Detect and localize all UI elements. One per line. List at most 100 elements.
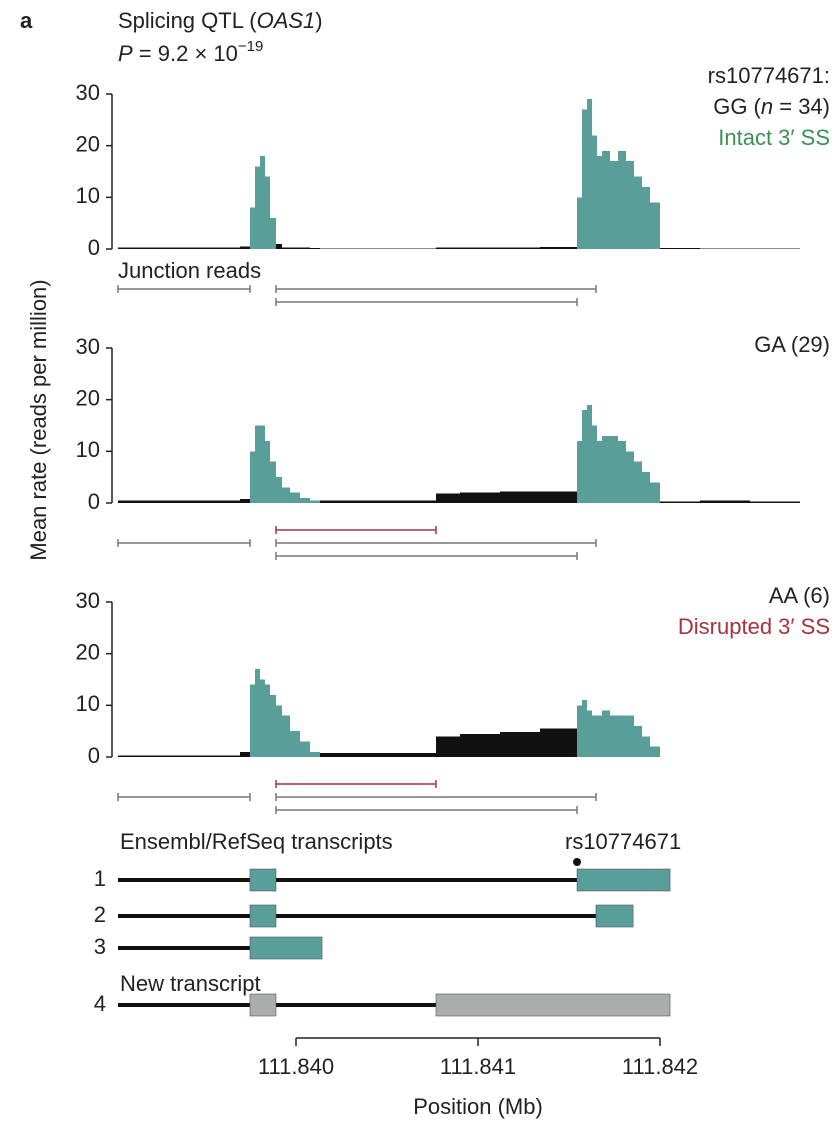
bar — [281, 487, 291, 503]
bar — [581, 700, 588, 757]
bar — [435, 247, 461, 249]
bar — [617, 441, 626, 503]
transcript-label: 1 — [94, 866, 106, 891]
bar — [660, 247, 701, 249]
bar — [290, 492, 301, 503]
bar — [118, 247, 240, 249]
bar — [700, 248, 751, 249]
exon — [249, 993, 277, 1017]
bar — [259, 679, 266, 757]
bar — [460, 733, 501, 757]
bar — [609, 715, 618, 757]
bar — [500, 247, 541, 249]
exon — [249, 904, 277, 928]
bar — [577, 441, 582, 503]
y-tick-label: 10 — [76, 183, 100, 208]
bar — [650, 746, 661, 757]
bar — [118, 755, 240, 757]
bar — [642, 187, 651, 249]
bar — [281, 715, 291, 757]
legend-label: Intact 3′ SS — [718, 125, 830, 150]
bar — [435, 493, 461, 503]
exon — [249, 868, 277, 892]
bar — [265, 684, 270, 757]
bar — [587, 404, 592, 503]
p-text: = 9.2 × 10 — [133, 41, 238, 66]
bar — [591, 425, 598, 503]
legend-text: = 34) — [773, 94, 830, 119]
title-gene: OAS1 — [257, 8, 316, 33]
bar — [601, 435, 610, 503]
bar — [597, 441, 602, 503]
bar — [310, 751, 321, 757]
bar — [259, 425, 266, 503]
bar — [634, 726, 643, 757]
legend-text: n — [761, 94, 773, 119]
legend-label: GG (n = 34) — [713, 94, 830, 119]
p-symbol: P — [118, 41, 133, 66]
y-tick-label: 10 — [76, 691, 100, 716]
bar — [581, 410, 588, 503]
bar — [259, 156, 266, 249]
bar — [634, 176, 643, 249]
bar — [581, 109, 588, 249]
bar — [634, 461, 643, 503]
bar — [320, 248, 436, 249]
bar — [310, 500, 321, 503]
legend-text: GG ( — [713, 94, 761, 119]
bar — [642, 472, 651, 503]
p-value: P = 9.2 × 10−19 — [118, 38, 263, 66]
legend-text: Disrupted 3′ SS — [678, 614, 830, 639]
bar — [650, 202, 661, 249]
bar — [540, 246, 578, 249]
panel-label: a — [20, 8, 33, 33]
bar — [500, 491, 541, 503]
bar — [500, 732, 541, 757]
bar — [290, 731, 301, 757]
exon — [435, 993, 671, 1017]
x-tick-label: 111.841 — [440, 1054, 516, 1079]
bar — [255, 166, 260, 249]
exon — [249, 936, 323, 960]
bar — [300, 497, 311, 503]
bar — [300, 741, 311, 757]
bar — [625, 715, 635, 757]
bar — [597, 715, 602, 757]
y-tick-label: 20 — [76, 385, 100, 410]
bar — [265, 176, 270, 249]
bar — [601, 150, 610, 249]
bar — [587, 99, 592, 250]
y-tick-label: 30 — [76, 80, 100, 105]
legend-text: rs10774671: — [708, 63, 830, 88]
snp-label: rs10774671 — [565, 829, 681, 854]
y-tick-label: 20 — [76, 131, 100, 156]
bar — [577, 705, 582, 757]
bar — [118, 500, 240, 503]
legend-text: GA (29) — [754, 332, 830, 357]
legend-text: AA (6) — [769, 583, 830, 608]
bar — [642, 736, 651, 757]
bar — [255, 425, 260, 503]
y-tick-label: 0 — [88, 489, 100, 514]
x-tick-label: 111.840 — [258, 1054, 334, 1079]
y-tick-label: 20 — [76, 639, 100, 664]
bar — [587, 710, 592, 757]
bar — [625, 451, 635, 503]
bar — [249, 451, 256, 503]
bar — [750, 248, 800, 249]
new-transcript-label: New transcript — [120, 971, 261, 996]
bar — [609, 161, 618, 249]
legend-label: AA (6) — [769, 583, 830, 608]
bar — [460, 247, 501, 249]
exon — [576, 868, 671, 892]
legend-text: Intact 3′ SS — [718, 125, 830, 150]
bar — [281, 247, 291, 249]
bar — [239, 246, 250, 249]
y-tick-label: 30 — [76, 588, 100, 613]
legend-label: rs10774671: — [708, 63, 830, 88]
title-text: ) — [315, 8, 322, 33]
bar — [255, 669, 260, 757]
bar — [300, 247, 311, 249]
exon — [595, 904, 634, 928]
